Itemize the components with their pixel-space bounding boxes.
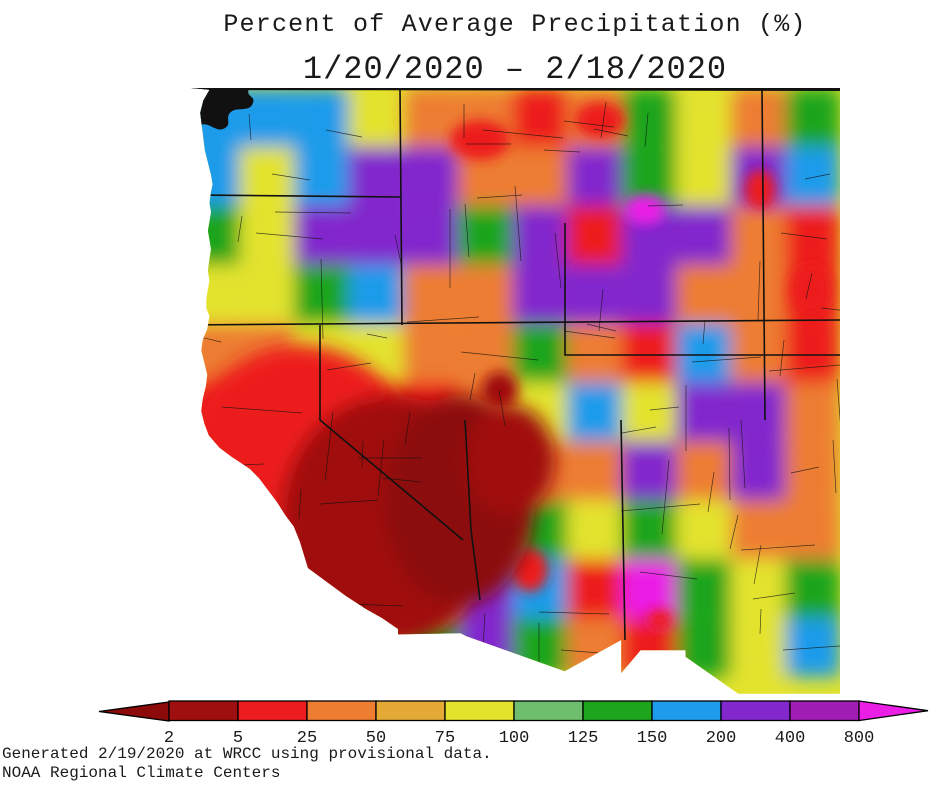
svg-text:400: 400: [775, 729, 806, 748]
svg-text:2: 2: [164, 729, 174, 748]
svg-text:150: 150: [637, 729, 668, 748]
svg-text:75: 75: [435, 729, 455, 748]
svg-text:125: 125: [568, 729, 599, 748]
svg-text:800: 800: [844, 729, 875, 748]
svg-text:25: 25: [297, 729, 317, 748]
svg-text:50: 50: [366, 729, 386, 748]
svg-text:200: 200: [706, 729, 737, 748]
svg-text:5: 5: [233, 729, 243, 748]
svg-text:100: 100: [499, 729, 530, 748]
